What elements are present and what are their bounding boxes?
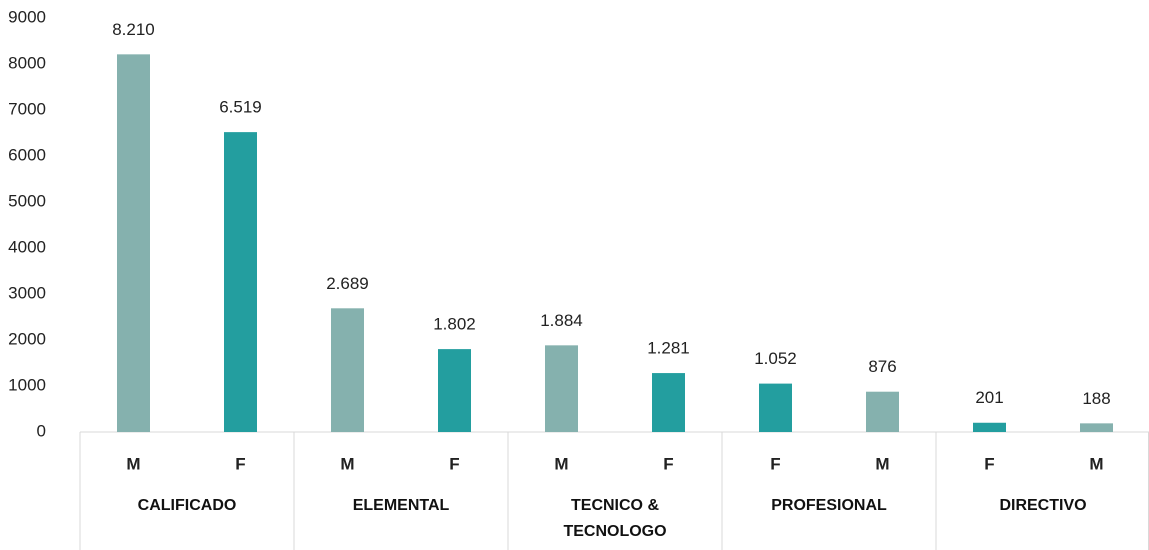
group-label: ELEMENTAL bbox=[352, 497, 450, 514]
y-tick-label: 4000 bbox=[8, 237, 46, 256]
value-label: 201 bbox=[975, 388, 1003, 407]
bar bbox=[973, 422, 1006, 432]
value-label: 1.802 bbox=[433, 315, 476, 334]
y-tick-label: 6000 bbox=[8, 145, 46, 164]
y-tick-label: 9000 bbox=[8, 7, 46, 26]
value-label: 876 bbox=[868, 357, 896, 376]
group-label: CALIFICADO bbox=[137, 497, 237, 514]
bar bbox=[759, 383, 792, 432]
y-tick-label: 2000 bbox=[8, 329, 46, 348]
group-label: DIRECTIVO bbox=[999, 497, 1087, 514]
bar bbox=[866, 391, 899, 432]
bar bbox=[545, 345, 578, 432]
value-label: 188 bbox=[1082, 389, 1110, 408]
x-tick-label: F bbox=[770, 454, 780, 473]
x-tick-label: M bbox=[340, 454, 354, 473]
x-tick-label: F bbox=[449, 454, 459, 473]
x-tick-label: F bbox=[235, 454, 245, 473]
value-label: 2.689 bbox=[326, 274, 369, 293]
x-tick-label: F bbox=[663, 454, 673, 473]
x-tick-label: M bbox=[1089, 454, 1103, 473]
bar bbox=[224, 132, 257, 432]
y-tick-label: 3000 bbox=[8, 283, 46, 302]
x-tick-label: M bbox=[126, 454, 140, 473]
value-label: 1.884 bbox=[540, 311, 583, 330]
bar bbox=[1080, 423, 1113, 432]
bar bbox=[331, 308, 364, 432]
y-tick-label: 5000 bbox=[8, 191, 46, 210]
value-label: 6.519 bbox=[219, 98, 262, 117]
y-tick-label: 1000 bbox=[8, 375, 46, 394]
value-label: 1.052 bbox=[754, 349, 797, 368]
y-tick-label: 0 bbox=[37, 421, 46, 440]
x-tick-label: M bbox=[875, 454, 889, 473]
group-label: TECNICO & TECNOLOGO bbox=[563, 497, 667, 540]
bar bbox=[652, 373, 685, 432]
bar bbox=[438, 349, 471, 432]
value-label: 1.281 bbox=[647, 339, 690, 358]
value-label: 8.210 bbox=[112, 20, 155, 39]
x-tick-label: F bbox=[984, 454, 994, 473]
x-tick-label: M bbox=[554, 454, 568, 473]
group-label: PROFESIONAL bbox=[771, 497, 887, 514]
bar bbox=[117, 54, 150, 433]
y-tick-label: 8000 bbox=[8, 53, 46, 72]
y-tick-label: 7000 bbox=[8, 99, 46, 118]
